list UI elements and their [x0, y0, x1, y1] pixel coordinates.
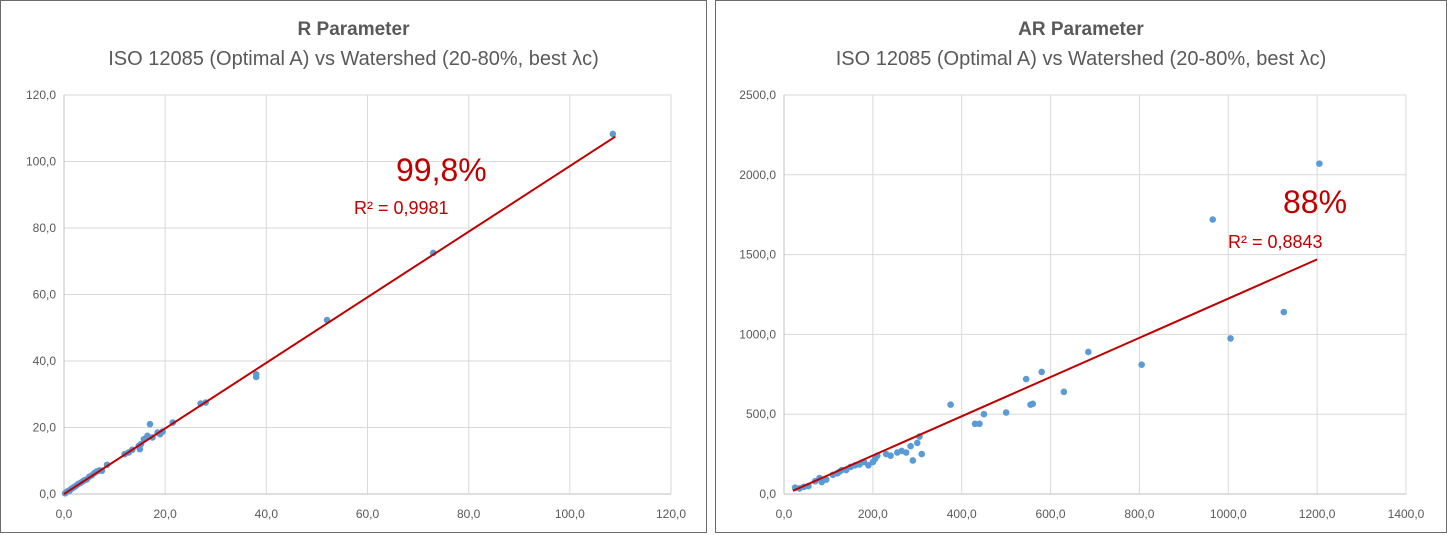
y-tick-label: 60,0 [33, 288, 57, 302]
data-point [144, 432, 151, 440]
x-tick-label: 1400,0 [1388, 507, 1425, 521]
trendline [792, 258, 1318, 492]
chart-title: AR Parameter [1018, 19, 1144, 40]
data-point [146, 420, 154, 428]
y-tick-label: 0,0 [39, 487, 56, 501]
ar-parameter-chart: AR Parameter ISO 12085 (Optimal A) vs Wa… [715, 0, 1447, 533]
x-tick-label: 0,0 [56, 507, 73, 521]
data-point [947, 401, 954, 408]
data-point [136, 445, 144, 453]
r-parameter-chart: R Parameter ISO 12085 (Optimal A) vs Wat… [0, 0, 707, 533]
r-parameter-plot-area: 0,0 20,0 40,0 60,0 80,0 100,0 120,0 0,0 20,0 40,0… [26, 88, 686, 521]
data-point [887, 452, 894, 459]
x-tick-label: 80,0 [457, 507, 481, 521]
data-point [1022, 375, 1030, 383]
chart-subtitle: ISO 12085 (Optimal A) vs Watershed (20-8… [108, 48, 599, 70]
data-point [913, 439, 921, 447]
x-tick-label: 0,0 [776, 507, 793, 521]
y-tick-label: 1000,0 [739, 327, 776, 341]
data-point [609, 130, 617, 138]
data-point [902, 449, 910, 456]
trendline [63, 135, 616, 495]
data-point [1060, 388, 1068, 396]
x-tick-label: 1000,0 [1210, 507, 1247, 521]
y-tick-label: 120,0 [26, 88, 56, 102]
data-point [1038, 368, 1045, 376]
r-squared-label: R² = 0,8843 [1228, 232, 1323, 252]
data-point [1002, 409, 1010, 416]
x-tick-label: 120,0 [656, 507, 686, 521]
x-tick-label: 20,0 [153, 507, 177, 521]
ar-parameter-plot-area: 0,0 500,0 1000,0 1500,0 2000,0 2500,0 0,0 200,0… [739, 88, 1425, 521]
x-tick-label: 200,0 [858, 507, 888, 521]
r-squared-percent-label: 99,8% [396, 152, 487, 188]
x-tick-label: 400,0 [947, 507, 977, 521]
chart-subtitle: ISO 12085 (Optimal A) vs Watershed (20-8… [835, 48, 1327, 70]
data-point [980, 410, 988, 418]
data-point [976, 420, 983, 428]
data-point [252, 371, 260, 378]
data-point [918, 450, 926, 458]
y-tick-label: 40,0 [33, 354, 57, 368]
x-tick-label: 800,0 [1124, 507, 1154, 521]
x-tick-label: 100,0 [555, 507, 585, 521]
x-tick-label: 60,0 [356, 507, 380, 521]
y-tick-label: 80,0 [33, 221, 57, 235]
data-point [909, 457, 917, 464]
x-tick-label: 1200,0 [1299, 507, 1336, 521]
y-tick-label: 500,0 [746, 407, 776, 421]
chart-title: R Parameter [297, 19, 410, 40]
data-point [1316, 160, 1323, 167]
data-point [1085, 348, 1092, 356]
y-tick-label: 20,0 [33, 421, 57, 435]
y-tick-label: 2000,0 [739, 168, 776, 182]
r-squared-label: R² = 0,9981 [354, 198, 449, 218]
x-tick-label: 600,0 [1036, 507, 1066, 521]
y-tick-label: 1500,0 [739, 248, 776, 262]
data-point [822, 476, 830, 483]
data-point [907, 442, 914, 450]
y-tick-label: 2500,0 [739, 88, 776, 102]
data-point [1227, 335, 1234, 342]
y-tick-label: 100,0 [26, 155, 56, 169]
data-point [1138, 361, 1145, 369]
y-tick-label: 0,0 [759, 487, 776, 501]
x-tick-label: 40,0 [255, 507, 279, 521]
data-point [1209, 216, 1217, 223]
r-squared-percent-label: 88% [1283, 184, 1347, 220]
data-point [1029, 400, 1037, 408]
data-point [1280, 308, 1288, 316]
